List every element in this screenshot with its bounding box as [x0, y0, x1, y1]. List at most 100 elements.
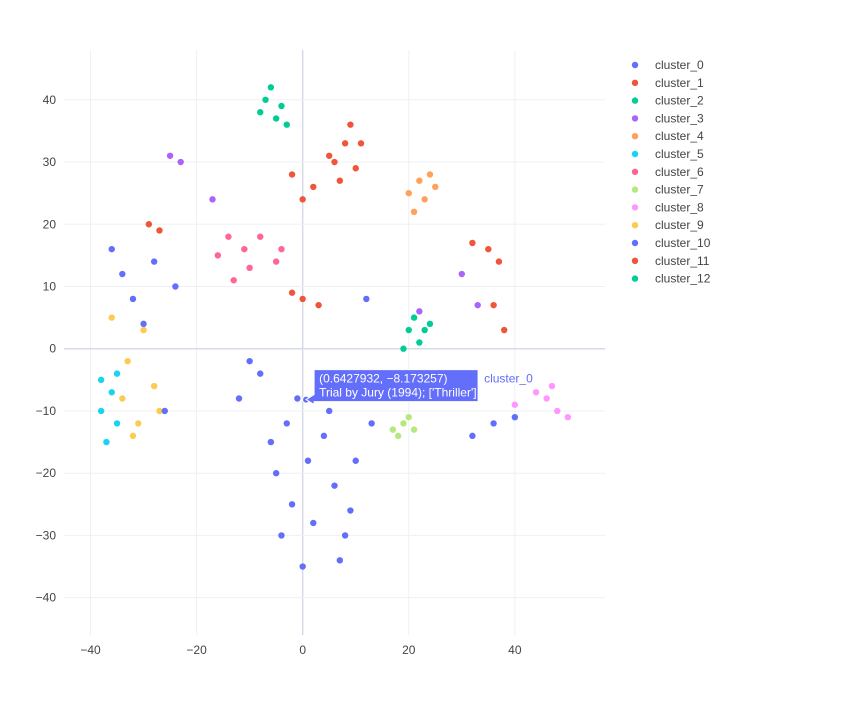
data-point[interactable]	[331, 158, 338, 166]
data-point[interactable]	[554, 407, 561, 415]
data-point[interactable]	[495, 258, 503, 265]
data-point[interactable]	[288, 501, 296, 508]
data-point[interactable]	[299, 196, 306, 203]
data-point[interactable]	[150, 258, 158, 265]
data-point[interactable]	[532, 389, 540, 396]
data-point[interactable]	[416, 308, 423, 315]
legend-item-cluster_12[interactable]: cluster_12	[631, 272, 711, 286]
data-point[interactable]	[235, 395, 243, 402]
data-point[interactable]	[410, 426, 418, 433]
data-point[interactable]	[272, 115, 280, 122]
data-point[interactable]	[225, 233, 232, 240]
data-point[interactable]	[405, 413, 412, 421]
data-point[interactable]	[172, 283, 179, 290]
data-point[interactable]	[490, 420, 497, 427]
data-point[interactable]	[257, 109, 264, 116]
legend-item-cluster_4[interactable]: cluster_4	[631, 129, 704, 143]
data-point[interactable]	[272, 258, 280, 265]
data-point[interactable]	[113, 370, 121, 377]
data-point[interactable]	[426, 320, 434, 328]
data-point[interactable]	[400, 420, 407, 427]
data-point[interactable]	[304, 457, 312, 464]
data-point[interactable]	[331, 482, 338, 489]
legend-item-cluster_2[interactable]: cluster_2	[631, 94, 704, 108]
data-point[interactable]	[124, 357, 131, 365]
data-point[interactable]	[129, 432, 137, 440]
data-point[interactable]	[119, 395, 126, 402]
data-point[interactable]	[405, 189, 412, 197]
data-point[interactable]	[320, 432, 328, 440]
data-point[interactable]	[283, 420, 290, 427]
data-point[interactable]	[267, 438, 275, 446]
data-point[interactable]	[341, 532, 349, 539]
data-point[interactable]	[511, 413, 519, 421]
legend-item-cluster_11[interactable]: cluster_11	[631, 254, 710, 268]
data-point[interactable]	[347, 121, 354, 128]
data-point[interactable]	[283, 121, 290, 128]
data-point[interactable]	[150, 382, 158, 390]
data-point[interactable]	[257, 233, 264, 240]
data-point[interactable]	[156, 407, 163, 415]
data-point[interactable]	[426, 171, 434, 178]
data-point[interactable]	[352, 165, 359, 172]
data-point[interactable]	[469, 432, 476, 440]
data-point[interactable]	[352, 457, 359, 464]
data-point[interactable]	[310, 519, 317, 527]
data-point[interactable]	[108, 314, 115, 321]
data-point[interactable]	[564, 413, 572, 421]
data-point[interactable]	[315, 301, 322, 309]
data-point[interactable]	[394, 432, 402, 440]
data-point[interactable]	[214, 252, 222, 259]
legend-item-cluster_7[interactable]: cluster_7	[631, 183, 704, 197]
data-point[interactable]	[421, 196, 428, 203]
data-point[interactable]	[299, 563, 306, 570]
data-point[interactable]	[119, 270, 126, 278]
legend-item-cluster_0[interactable]: cluster_0	[631, 58, 704, 72]
legend-item-cluster_1[interactable]: cluster_1	[631, 76, 704, 90]
data-point[interactable]	[469, 239, 476, 247]
data-point[interactable]	[113, 420, 121, 427]
data-point[interactable]	[410, 314, 418, 321]
data-point[interactable]	[140, 326, 147, 334]
legend-item-cluster_3[interactable]: cluster_3	[631, 111, 704, 125]
data-point[interactable]	[267, 84, 275, 91]
data-point[interactable]	[416, 177, 423, 184]
data-point[interactable]	[336, 557, 344, 564]
data-point[interactable]	[432, 183, 439, 191]
data-point[interactable]	[156, 227, 163, 234]
data-point[interactable]	[288, 171, 296, 178]
data-point[interactable]	[166, 152, 174, 159]
data-point[interactable]	[294, 395, 301, 402]
data-point[interactable]	[145, 221, 153, 228]
data-point[interactable]	[135, 420, 142, 427]
data-point[interactable]	[97, 407, 105, 415]
data-point[interactable]	[257, 370, 264, 377]
data-point[interactable]	[410, 208, 418, 216]
data-point[interactable]	[548, 382, 556, 390]
legend-item-cluster_8[interactable]: cluster_8	[631, 200, 704, 214]
data-point[interactable]	[389, 426, 397, 433]
data-point[interactable]	[272, 469, 280, 477]
data-point[interactable]	[336, 177, 344, 184]
data-point[interactable]	[278, 245, 285, 253]
data-point[interactable]	[341, 140, 349, 147]
data-point[interactable]	[103, 438, 110, 446]
data-point[interactable]	[368, 420, 375, 427]
data-point[interactable]	[511, 401, 519, 408]
data-point[interactable]	[421, 326, 428, 334]
data-point[interactable]	[310, 183, 317, 191]
data-point[interactable]	[474, 301, 481, 309]
data-point[interactable]	[458, 270, 465, 278]
legend-item-cluster_10[interactable]: cluster_10	[631, 236, 711, 250]
data-point[interactable]	[543, 395, 550, 402]
data-point[interactable]	[97, 376, 105, 384]
data-point[interactable]	[278, 102, 285, 110]
data-point[interactable]	[299, 295, 306, 303]
data-point[interactable]	[357, 140, 365, 147]
data-point[interactable]	[108, 389, 115, 396]
data-point[interactable]	[400, 345, 407, 352]
data-point[interactable]	[108, 245, 115, 253]
legend-item-cluster_6[interactable]: cluster_6	[631, 165, 704, 179]
data-point[interactable]	[161, 407, 168, 415]
data-point[interactable]	[177, 158, 184, 166]
